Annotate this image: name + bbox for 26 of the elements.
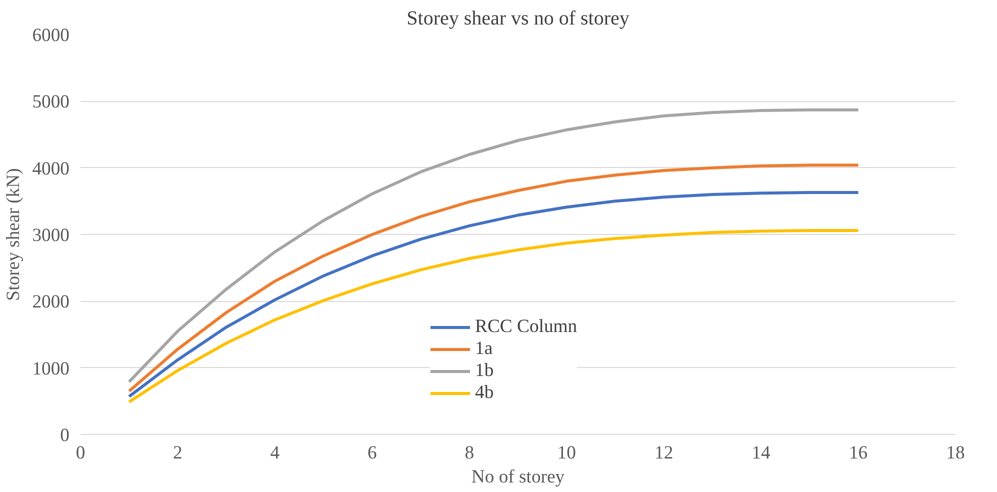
legend-label: 1b	[475, 360, 495, 382]
x-tick-label: 14	[752, 442, 772, 464]
y-tick-label: 3000	[32, 225, 70, 246]
x-tick-label: 18	[946, 442, 965, 464]
y-tick-label: 4000	[32, 158, 70, 180]
line-series	[128, 229, 860, 404]
y-tick-label: 5000	[32, 92, 70, 113]
y-tick-label: 1000	[32, 358, 70, 380]
x-tick-label: 10	[557, 442, 576, 464]
legend-label: 4b	[475, 382, 495, 404]
x-tick-label: 4	[270, 442, 280, 464]
x-tick-label: 16	[848, 442, 868, 464]
y-tick-label: 2000	[32, 292, 70, 313]
x-tick-label: 2	[173, 442, 182, 464]
legend-label: RCC Column	[475, 316, 578, 338]
y-tick-label: 6000	[32, 25, 70, 46]
x-axis-title: No of storey	[471, 466, 566, 488]
chart-title: Storey shear vs no of storey	[406, 8, 630, 30]
y-axis-title: Storey shear (kN)	[3, 168, 24, 301]
x-tick-label: 6	[368, 442, 377, 464]
x-tick-label: 8	[464, 442, 474, 464]
line-series	[128, 108, 860, 384]
y-tick-label: 0	[60, 425, 70, 446]
x-tick-label: 0	[76, 442, 86, 464]
x-tick-label: 12	[654, 442, 674, 464]
legend-label: 1a	[475, 338, 494, 360]
